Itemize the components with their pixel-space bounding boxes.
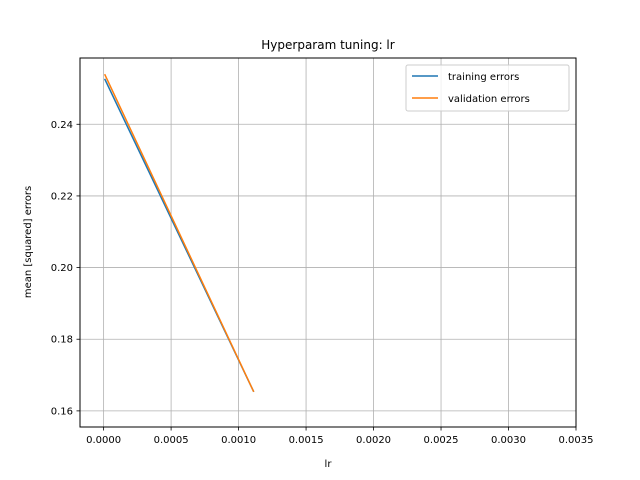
x-axis-label: lr [325,459,333,470]
y-axis-label: mean [squared] errors [23,186,34,298]
chart-title: Hyperparam tuning: lr [261,38,394,52]
plot-frame [79,57,577,428]
x-tick-label: 0.0005 [154,435,189,446]
legend-label-1: validation errors [448,94,530,105]
y-tick-label: 0.22 [51,191,73,202]
y-tick-label: 0.18 [51,335,73,346]
x-tick-label: 0.0035 [559,435,594,446]
series-lines [103,73,255,393]
x-tick-label: 0.0015 [289,435,324,446]
x-tick-label: 0.0030 [491,435,526,446]
x-tick-label: 0.0025 [424,435,459,446]
legend-box [405,64,570,112]
y-tick-label: 0.20 [51,263,73,274]
x-tick-label: 0.0020 [356,435,391,446]
y-tick-label: 0.16 [51,406,73,417]
x-ticks: 0.0000 0.0005 0.0010 0.0015 0.0020 0.0025 0.00… [86,427,594,446]
x-tick-label: 0.0000 [86,435,121,446]
legend: training errors validation errors [405,64,570,112]
y-tick-label: 0.24 [51,120,73,131]
legend-label-0: training errors [448,72,519,83]
y-ticks: 0.16 0.18 0.20 0.22 0.24 [51,120,80,417]
x-tick-label: 0.0010 [221,435,256,446]
series-line-1 [103,73,255,393]
